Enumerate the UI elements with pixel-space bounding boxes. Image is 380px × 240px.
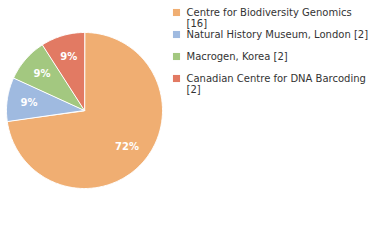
svg-text:Macrogen, Korea [2]: Macrogen, Korea [2] [187,51,288,62]
svg-text:9%: 9% [34,68,51,79]
svg-text:9%: 9% [60,51,77,62]
svg-text:9%: 9% [20,97,37,108]
svg-text:Centre for Biodiversity Genomi: Centre for Biodiversity Genomics[16] [187,7,352,30]
svg-text:Natural History Museum, London: Natural History Museum, London [2] [187,29,369,40]
svg-text:72%: 72% [115,141,139,152]
svg-text:Canadian Centre for DNA Barcod: Canadian Centre for DNA Barcoding[2] [187,73,366,96]
